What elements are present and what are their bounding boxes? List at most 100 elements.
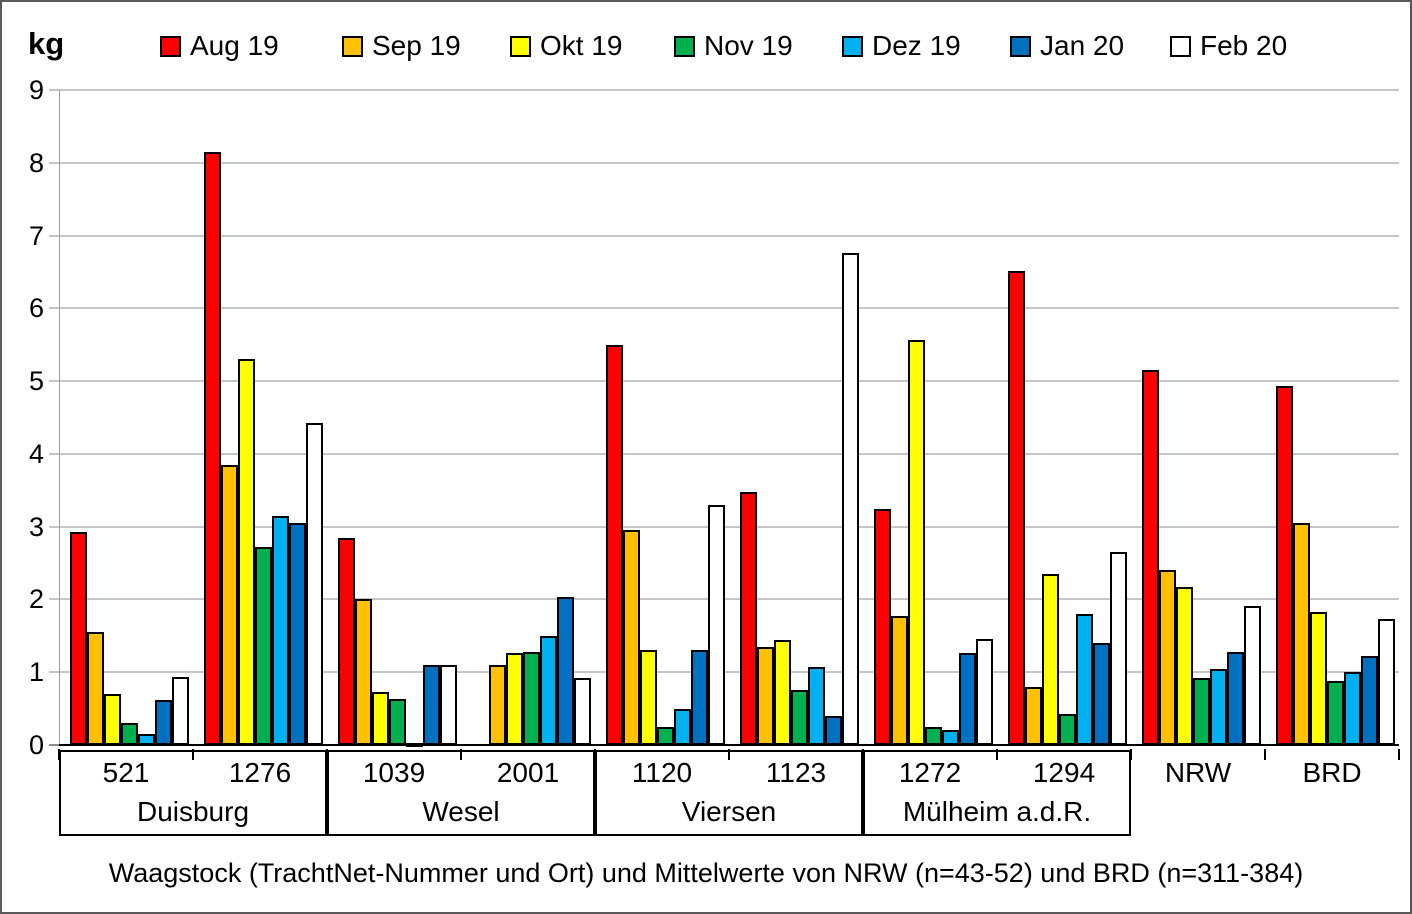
- legend-item-okt-19: Okt 19: [510, 32, 622, 60]
- bar-feb-20-1039: [440, 665, 457, 745]
- y-axis-line: [59, 90, 60, 745]
- bar-sep-19-brd: [1293, 523, 1310, 745]
- bar-sep-19-1294: [1025, 687, 1042, 745]
- bar-feb-20-1276: [306, 423, 323, 745]
- bar-aug-19-1272: [874, 509, 891, 745]
- category-label-nrw: NRW: [1164, 757, 1232, 788]
- bar-sep-19-1276: [221, 465, 238, 745]
- bar-sep-19-nrw: [1159, 570, 1176, 745]
- bar-dez-19-nrw: [1210, 669, 1227, 745]
- bar-aug-19-nrw: [1142, 370, 1159, 745]
- category-label-1123: 1123: [765, 757, 827, 788]
- category-box-duisburg: [59, 750, 327, 836]
- legend-item-aug-19: Aug 19: [160, 32, 279, 60]
- bar-jan-20-521: [155, 700, 172, 745]
- legend-item-dez-19: Dez 19: [842, 32, 961, 60]
- bar-jan-20-1272: [959, 653, 976, 745]
- bar-jan-20-2001: [557, 597, 574, 745]
- bar-aug-19-1123: [740, 492, 757, 745]
- y-tick-label-1: 1: [28, 657, 44, 688]
- y-tick-label-8: 8: [28, 147, 44, 178]
- category-label-1272: 1272: [898, 757, 962, 788]
- category-axis-tick: [460, 749, 462, 760]
- bar-nov-19-1272: [925, 727, 942, 745]
- category-label-1294: 1294: [1032, 757, 1096, 788]
- y-axis-unit-label: kg: [28, 26, 65, 61]
- bar-nov-19-1039: [389, 699, 406, 745]
- bar-sep-19-521: [87, 632, 104, 745]
- bar-dez-19-1272: [942, 730, 959, 745]
- bar-aug-19-1294: [1008, 271, 1025, 745]
- legend-label-dez-19: Dez 19: [872, 30, 961, 61]
- legend-swatch-aug-19: [160, 35, 181, 57]
- y-tick-label-6: 6: [28, 293, 44, 324]
- legend-swatch-okt-19: [510, 35, 531, 57]
- y-tick-label-9: 9: [28, 75, 44, 105]
- city-label-duisburg: Duisburg: [136, 796, 250, 827]
- bar-aug-19-1276: [204, 152, 221, 745]
- bar-sep-19-2001: [489, 665, 506, 745]
- category-label-brd: BRD: [1302, 757, 1362, 788]
- bar-okt-19-1123: [774, 640, 791, 745]
- chart-legend: Aug 19 Sep 19 Okt 19 Nov 19 Dez 19 Jan 20 Feb …: [2, 2, 1410, 72]
- legend-label-jan-20: Jan 20: [1040, 30, 1125, 61]
- category-axis-tick: [1130, 749, 1132, 760]
- legend-label-okt-19: Okt 19: [540, 30, 623, 61]
- gridline-y-8: [49, 161, 1399, 164]
- chart-caption: Waagstock (TrachtNet-Nummer und Ort) und…: [108, 858, 1304, 888]
- bar-nov-19-brd: [1327, 681, 1344, 745]
- category-axis-tick: [996, 749, 998, 760]
- bar-dez-19-1276: [272, 516, 289, 745]
- gridline-y-5: [49, 380, 1399, 383]
- bar-jan-20-nrw: [1227, 652, 1244, 745]
- category-axis-tick: [728, 749, 730, 760]
- city-label-viersen: Viersen: [681, 796, 777, 827]
- bar-aug-19-1039: [338, 538, 355, 745]
- legend-item-feb-20: Feb 20: [1170, 32, 1287, 60]
- legend-swatch-jan-20: [1010, 35, 1031, 57]
- bar-nov-19-2001: [523, 652, 540, 745]
- gridline-y-4: [49, 452, 1399, 455]
- y-tick-label-2: 2: [28, 584, 44, 615]
- bar-sep-19-1272: [891, 616, 908, 745]
- x-axis-line: [59, 744, 1399, 746]
- bar-nov-19-nrw: [1193, 678, 1210, 745]
- category-label-1120: 1120: [631, 757, 693, 788]
- category-label-521: 521: [102, 757, 150, 788]
- bar-okt-19-1294: [1042, 574, 1059, 745]
- y-tick-label-5: 5: [28, 366, 44, 397]
- legend-swatch-sep-19: [342, 35, 363, 57]
- bar-jan-20-1120: [691, 650, 708, 745]
- bar-sep-19-1039: [355, 599, 372, 745]
- bar-nov-19-1120: [657, 727, 674, 745]
- category-box-m-lheim-a-d-r: [863, 750, 1131, 836]
- bar-okt-19-1276: [238, 359, 255, 745]
- bar-okt-19-nrw: [1176, 587, 1193, 745]
- tick-y-0: [49, 744, 59, 746]
- category-label-1276: 1276: [228, 757, 292, 788]
- bar-feb-20-1272: [976, 639, 993, 745]
- bar-jan-20-1276: [289, 523, 306, 745]
- bar-jan-20-1039: [423, 665, 440, 745]
- bar-dez-19-2001: [540, 636, 557, 745]
- y-tick-label-7: 7: [28, 220, 44, 251]
- legend-label-aug-19: Aug 19: [190, 30, 279, 61]
- y-tick-label-3: 3: [28, 511, 44, 542]
- bar-okt-19-1272: [908, 340, 925, 745]
- legend-item-nov-19: Nov 19: [674, 32, 793, 60]
- bar-feb-20-1120: [708, 505, 725, 745]
- category-axis-tick: [1264, 749, 1266, 760]
- bar-aug-19-521: [70, 532, 87, 745]
- bar-dez-19-1294: [1076, 614, 1093, 745]
- category-axis-tick: [1398, 749, 1400, 760]
- legend-label-feb-20: Feb 20: [1200, 30, 1288, 61]
- bar-nov-19-1276: [255, 547, 272, 745]
- bar-dez-19-brd: [1344, 672, 1361, 745]
- gridline-y-6: [49, 307, 1399, 310]
- category-label-1039: 1039: [362, 757, 426, 788]
- bar-feb-20-1123: [842, 253, 859, 745]
- bar-sep-19-1120: [623, 530, 640, 745]
- bar-okt-19-2001: [506, 653, 523, 745]
- legend-swatch-feb-20: [1170, 35, 1191, 57]
